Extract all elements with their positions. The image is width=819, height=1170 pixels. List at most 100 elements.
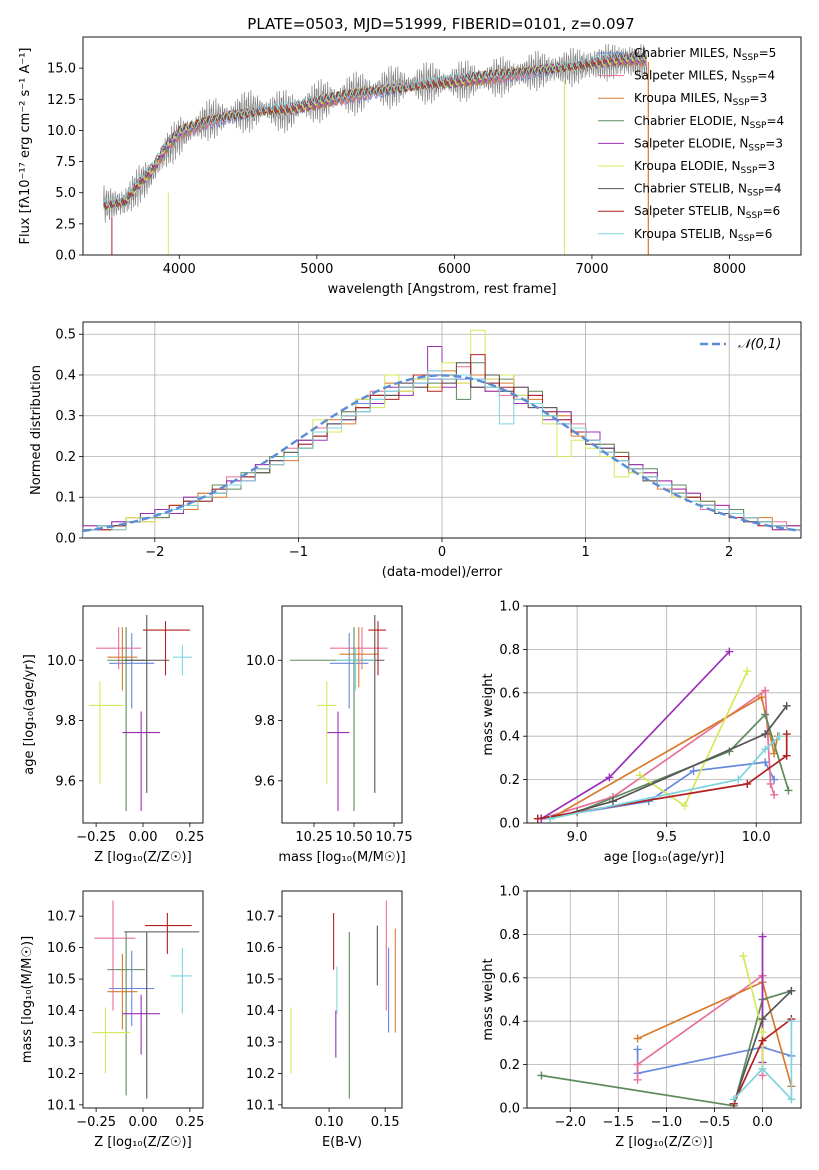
residuals-xtick-label: 0 bbox=[438, 545, 446, 560]
mass-weight-marker bbox=[766, 779, 775, 788]
mass-weight-vs-Z-ytick-label: 0.8 bbox=[499, 928, 520, 943]
age-vs-mass-xtick-label: 10.75 bbox=[375, 830, 412, 845]
mass-weight-vs-Z-ylabel: mass weight bbox=[481, 958, 496, 1040]
mass-weight-vs-Z-xtick-label: 0.0 bbox=[752, 1115, 773, 1130]
mass-vs-ebv-ytick-label: 10.4 bbox=[246, 1004, 275, 1019]
mass-weight-marker bbox=[537, 1071, 546, 1080]
mass-weight-line bbox=[537, 734, 788, 820]
mass-weight-marker bbox=[761, 710, 770, 719]
mass-vs-Z-ytick-label: 10.1 bbox=[47, 1098, 76, 1113]
mass-weight-line bbox=[541, 989, 792, 1107]
spectrum-xtick-label: 4000 bbox=[163, 262, 196, 277]
spectrum-panel: 4000 5000 6000 7000 8000 0.0 2.5 5.0 7.5 10.0 12.5… bbox=[18, 36, 802, 297]
mass-weight-marker bbox=[770, 790, 779, 799]
spectrum-ytick-label: 5.0 bbox=[55, 186, 76, 201]
mass-weight-line bbox=[541, 761, 775, 820]
age-vs-Z-xlabel: Z [log₁₀(Z/Z☉)] bbox=[94, 850, 191, 865]
spectrum-legend-suffix: =4 bbox=[766, 114, 784, 128]
residuals-ytick-label: 0.2 bbox=[55, 450, 76, 465]
mass-vs-Z-ytick-label: 10.2 bbox=[47, 1067, 76, 1082]
spectrum-xtick-label: 7000 bbox=[575, 262, 608, 277]
mass-weight-vs-Z-xlabel: Z [log₁₀(Z/Z☉)] bbox=[615, 1135, 712, 1150]
residuals-xtick-label: 1 bbox=[581, 545, 589, 560]
mass-weight-marker bbox=[758, 1028, 767, 1037]
mass-vs-Z-plot-area bbox=[92, 900, 200, 1099]
spectrum-legend-suffix: =6 bbox=[763, 204, 781, 218]
spectrum-legend-label: Chabrier ELODIE, NSSP=4 bbox=[634, 114, 784, 131]
mass-vs-Z-ytick-label: 10.6 bbox=[47, 941, 76, 956]
mass-vs-Z-xtick-label: −0.25 bbox=[76, 1115, 116, 1130]
mass-weight-marker bbox=[729, 1095, 738, 1104]
spectrum-xlabel: wavelength [Angstrom, rest frame] bbox=[328, 282, 557, 297]
mass-weight-marker bbox=[633, 1045, 642, 1054]
spectrum-legend-label: Salpeter STELIB, NSSP=6 bbox=[634, 204, 780, 221]
spectrum-legend-label: Salpeter ELODIE, NSSP=3 bbox=[634, 136, 783, 153]
mass-weight-vs-age-ytick-label: 0.6 bbox=[499, 686, 520, 701]
age-vs-Z-plot-area bbox=[88, 615, 192, 811]
mass-weight-marker bbox=[775, 732, 784, 741]
mass-vs-Z-ytick-label: 10.5 bbox=[47, 973, 76, 988]
mass-vs-Z-frame bbox=[82, 890, 204, 1109]
mass-vs-ebv-ytick-label: 10.1 bbox=[246, 1098, 275, 1113]
mass-weight-marker bbox=[743, 667, 752, 676]
mass-weight-vs-age-xtick-label: 10.0 bbox=[742, 830, 771, 845]
age-vs-Z-frame bbox=[82, 605, 204, 824]
age-vs-Z-ytick-label: 9.8 bbox=[55, 714, 76, 729]
age-vs-mass-frame bbox=[281, 605, 403, 824]
mass-weight-marker bbox=[784, 786, 793, 795]
mass-vs-ebv-xtick-label: 0.15 bbox=[371, 1115, 400, 1130]
spectrum-legend-subscript: SSP bbox=[747, 189, 764, 199]
mass-weight-vs-Z-xtick-label: −0.5 bbox=[699, 1115, 731, 1130]
age-vs-mass-panel: 10.25 10.50 10.75 9.6 9.8 10.0 mass [log₁₀(M/M… bbox=[246, 605, 413, 865]
spectrum-ytick-label: 7.5 bbox=[55, 155, 76, 170]
mass-vs-ebv-ytick-label: 10.5 bbox=[246, 973, 275, 988]
spectrum-legend-suffix: =3 bbox=[757, 159, 775, 173]
spectrum-xtick-label: 6000 bbox=[438, 262, 471, 277]
mass-weight-vs-Z-ytick-label: 0.0 bbox=[499, 1102, 520, 1117]
mass-vs-metallicity-panel: −0.25 0.00 0.25 10.1 10.2 10.3 10.4 10.5 10.6 10.… bbox=[20, 890, 204, 1150]
residual-histogram-step bbox=[83, 370, 801, 538]
spectrum-legend-suffix: =3 bbox=[765, 136, 783, 150]
figure-title: PLATE=0503, MJD=51999, FIBERID=0101, z=0… bbox=[247, 15, 634, 33]
mass-weight-marker bbox=[734, 775, 743, 784]
spectrum-legend-suffix: =3 bbox=[750, 91, 768, 105]
spectrum-legend-label: Kroupa MILES, NSSP=3 bbox=[634, 91, 767, 108]
mass-weight-vs-age-frame bbox=[526, 605, 802, 824]
mass-weight-vs-age-xtick-label: 9.0 bbox=[567, 830, 588, 845]
mass-weight-marker bbox=[680, 801, 689, 810]
mass-vs-Z-ytick-label: 10.7 bbox=[47, 910, 76, 925]
residuals-xtick-label: 2 bbox=[725, 545, 733, 560]
mass-weight-vs-age-ytick-label: 0.0 bbox=[499, 817, 520, 832]
spectrum-legend-suffix: =4 bbox=[764, 182, 782, 196]
mass-weight-vs-age-ytick-label: 0.8 bbox=[499, 643, 520, 658]
mass-weight-marker bbox=[787, 1017, 796, 1026]
mass-vs-Z-ytick-label: 10.4 bbox=[47, 1004, 76, 1019]
mass-weight-marker bbox=[782, 751, 791, 760]
residuals-ylabel: Normed distribution bbox=[29, 365, 44, 495]
mass-vs-Z-xtick-label: 0.25 bbox=[175, 1115, 204, 1130]
spectrum-legend-subscript: SSP bbox=[741, 166, 758, 176]
mass-weight-marker bbox=[757, 693, 766, 702]
residuals-ytick-label: 0.1 bbox=[55, 491, 76, 506]
residuals-frame bbox=[82, 321, 802, 539]
mass-weight-marker bbox=[761, 758, 770, 767]
mass-vs-ebv-plot-area bbox=[290, 900, 396, 1099]
mass-weight-marker bbox=[761, 745, 770, 754]
mass-weight-vs-age-ytick-label: 1.0 bbox=[499, 600, 520, 615]
spectrum-plot-area bbox=[103, 44, 649, 255]
mass-weight-vs-Z-xtick-label: −2.0 bbox=[554, 1115, 586, 1130]
model-spectrum-line bbox=[103, 51, 648, 207]
mass-weight-marker bbox=[608, 797, 617, 806]
spectrum-legend-subscript: SSP bbox=[750, 121, 767, 131]
mass-weight-marker bbox=[689, 766, 698, 775]
mass-weight-marker bbox=[761, 730, 770, 739]
age-vs-Z-xtick-label: −0.25 bbox=[76, 830, 116, 845]
spectrum-legend-label: Chabrier MILES, NSSP=5 bbox=[634, 46, 776, 63]
mass-vs-Z-ylabel: mass [log₁₀(M/M☉)] bbox=[20, 936, 35, 1063]
mass-vs-Z-ytick-label: 10.3 bbox=[47, 1035, 76, 1050]
mass-weight-line bbox=[550, 705, 788, 820]
residual-legend-label: 𝒩(0,1) bbox=[738, 337, 781, 352]
normal-reference-curve bbox=[83, 374, 801, 533]
spectrum-legend-suffix: =4 bbox=[757, 69, 775, 83]
